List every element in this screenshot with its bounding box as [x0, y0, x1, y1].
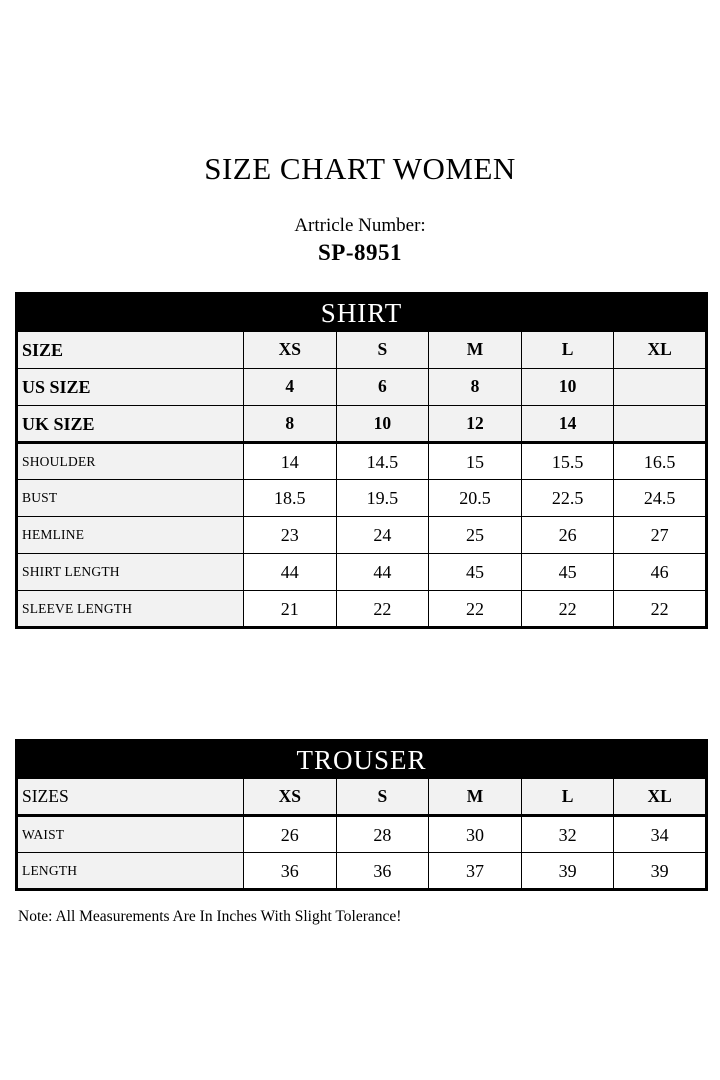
table-cell: XS [243, 778, 337, 818]
table-cell: 22 [520, 590, 615, 629]
measurements-note: Note: All Measurements Are In Inches Wit… [18, 908, 402, 926]
table-cell: M [428, 778, 522, 818]
table-header-row: TROUSER [16, 740, 707, 780]
table-cell: 4 [243, 368, 337, 407]
row-label: SHOULDER [16, 442, 244, 481]
table-cell: 22.5 [520, 479, 615, 518]
table-cell: 36 [335, 852, 430, 891]
table-cell: 24.5 [613, 479, 707, 518]
row-label: LENGTH [16, 852, 244, 891]
table-cell [613, 405, 707, 445]
row-label: SIZE [16, 331, 244, 370]
table-cell: XL [613, 331, 707, 370]
table-cell: 20.5 [428, 479, 522, 518]
table-cell: 18.5 [243, 479, 337, 518]
table-cell: 22 [335, 590, 430, 629]
row-label: SHIRT LENGTH [16, 553, 244, 592]
row-label: SIZES [16, 778, 244, 818]
table-row: SIZES XS S M L XL [16, 778, 707, 818]
table-cell: 44 [243, 553, 337, 592]
shirt-table-title: SHIRT [16, 293, 707, 333]
table-cell: 32 [520, 815, 615, 854]
table-cell: XS [243, 331, 337, 370]
table-cell: 24 [335, 516, 430, 555]
table-cell: 14.5 [335, 442, 430, 481]
table-cell: 26 [243, 815, 337, 854]
table-cell: 12 [428, 405, 522, 445]
table-row: US SIZE 4 6 8 10 [16, 368, 707, 407]
row-label: UK SIZE [16, 405, 244, 445]
trouser-table-title: TROUSER [16, 740, 707, 780]
trouser-size-table: TROUSER SIZES XS S M L XL WAIST 26 28 30… [15, 739, 708, 892]
table-cell: 30 [428, 815, 522, 854]
table-row: UK SIZE 8 10 12 14 [16, 405, 707, 445]
table-cell: 25 [428, 516, 522, 555]
table-cell: 36 [243, 852, 337, 891]
table-cell: L [520, 331, 615, 370]
table-row: LENGTH 36 36 37 39 39 [16, 852, 707, 891]
page-title: SIZE CHART WOMEN [204, 151, 516, 186]
table-cell: 16.5 [613, 442, 707, 481]
table-cell: M [428, 331, 522, 370]
table-cell: 10 [335, 405, 430, 445]
table-cell: 15 [428, 442, 522, 481]
article-number-value: SP-8951 [318, 240, 402, 266]
table-cell: 39 [613, 852, 707, 891]
table-cell: 6 [335, 368, 430, 407]
table-row: SIZE XS S M L XL [16, 331, 707, 370]
table-header-row: SHIRT [16, 293, 707, 333]
table-row: WAIST 26 28 30 32 34 [16, 815, 707, 854]
row-label: SLEEVE LENGTH [16, 590, 244, 629]
table-row: SLEEVE LENGTH 21 22 22 22 22 [16, 590, 707, 629]
table-cell: S [335, 331, 430, 370]
table-row: SHIRT LENGTH 44 44 45 45 46 [16, 553, 707, 592]
table-cell: 44 [335, 553, 430, 592]
table-cell: 8 [243, 405, 337, 445]
table-cell: XL [613, 778, 707, 818]
table-cell: 22 [613, 590, 707, 629]
table-cell: 19.5 [335, 479, 430, 518]
table-cell: 45 [520, 553, 615, 592]
table-row: HEMLINE 23 24 25 26 27 [16, 516, 707, 555]
table-cell [613, 368, 707, 407]
table-cell: 15.5 [520, 442, 615, 481]
table-cell: 27 [613, 516, 707, 555]
row-label: US SIZE [16, 368, 244, 407]
table-cell: 22 [428, 590, 522, 629]
table-cell: 26 [520, 516, 615, 555]
row-label: HEMLINE [16, 516, 244, 555]
table-cell: 21 [243, 590, 337, 629]
table-cell: 45 [428, 553, 522, 592]
table-cell: 28 [335, 815, 430, 854]
table-cell: 37 [428, 852, 522, 891]
table-row: SHOULDER 14 14.5 15 15.5 16.5 [16, 442, 707, 481]
table-cell: 8 [428, 368, 522, 407]
table-cell: 39 [520, 852, 615, 891]
table-row: BUST 18.5 19.5 20.5 22.5 24.5 [16, 479, 707, 518]
table-cell: 14 [243, 442, 337, 481]
row-label: BUST [16, 479, 244, 518]
table-cell: L [520, 778, 615, 818]
table-cell: 23 [243, 516, 337, 555]
table-cell: 14 [520, 405, 615, 445]
shirt-size-table: SHIRT SIZE XS S M L XL US SIZE 4 6 8 10 … [15, 292, 708, 630]
table-cell: 34 [613, 815, 707, 854]
row-label: WAIST [16, 815, 244, 854]
table-cell: 10 [520, 368, 615, 407]
table-cell: 46 [613, 553, 707, 592]
article-number-label: Artricle Number: [294, 215, 426, 237]
table-cell: S [335, 778, 430, 818]
